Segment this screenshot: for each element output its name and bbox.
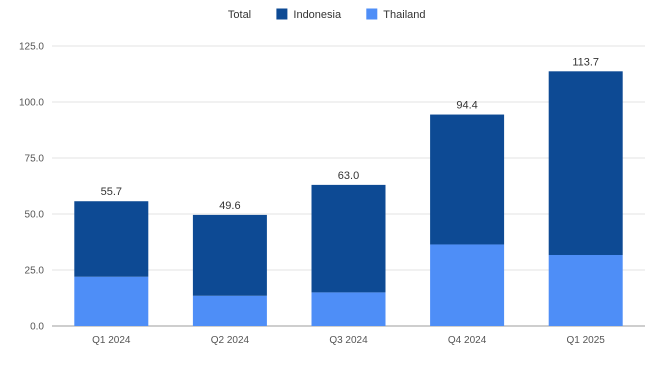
- total-label: 49.6: [219, 200, 240, 212]
- x-tick-label: Q2 2024: [211, 335, 250, 346]
- legend-swatch: [276, 8, 288, 20]
- total-labels: 55.7 49.6 63.0 94.4 113.7: [101, 56, 599, 212]
- total-label: 63.0: [338, 170, 359, 182]
- total-label: 113.7: [572, 56, 599, 68]
- legend-swatch: [366, 8, 378, 20]
- total-label: 55.7: [101, 186, 122, 198]
- x-tick-label: Q1 2024: [92, 335, 131, 346]
- y-tick-label: 100.0: [19, 98, 44, 109]
- bar-thailand-0: [74, 276, 149, 326]
- y-tick-label: 50.0: [25, 210, 45, 221]
- bar-indonesia-4: [548, 71, 623, 255]
- legend-label: Thailand: [383, 9, 425, 21]
- bar-thailand-1: [192, 295, 267, 326]
- bar-indonesia-3: [430, 114, 505, 245]
- legend-item-total: Total: [228, 9, 251, 21]
- bar-indonesia-2: [311, 184, 386, 293]
- total-label: 94.4: [456, 100, 477, 112]
- y-tick-label: 0.0: [30, 322, 44, 333]
- bar-thailand-4: [548, 254, 623, 326]
- bar-indonesia-1: [192, 214, 267, 296]
- y-tick-label: 25.0: [25, 266, 45, 277]
- legend-item-indonesia: Indonesia: [276, 8, 342, 21]
- legend-item-thailand: Thailand: [366, 8, 426, 21]
- x-tick-label: Q4 2024: [448, 335, 487, 346]
- x-axis-ticks: Q1 2024 Q2 2024 Q3 2024 Q4 2024 Q1 2025: [92, 335, 605, 346]
- y-tick-label: 75.0: [25, 154, 45, 165]
- legend-label: Total: [228, 9, 251, 21]
- bar-thailand-2: [311, 292, 386, 326]
- x-tick-label: Q3 2024: [329, 335, 368, 346]
- bar-thailand-3: [430, 244, 505, 326]
- bar-series: [74, 71, 623, 326]
- x-tick-label: Q1 2025: [567, 335, 606, 346]
- y-axis-ticks: 0.0 25.0 50.0 75.0 100.0 125.0: [19, 42, 44, 333]
- y-tick-label: 125.0: [19, 42, 44, 53]
- chart-legend: Total Indonesia Thailand: [228, 8, 426, 21]
- legend-label: Indonesia: [293, 9, 342, 21]
- bar-indonesia-0: [74, 201, 149, 277]
